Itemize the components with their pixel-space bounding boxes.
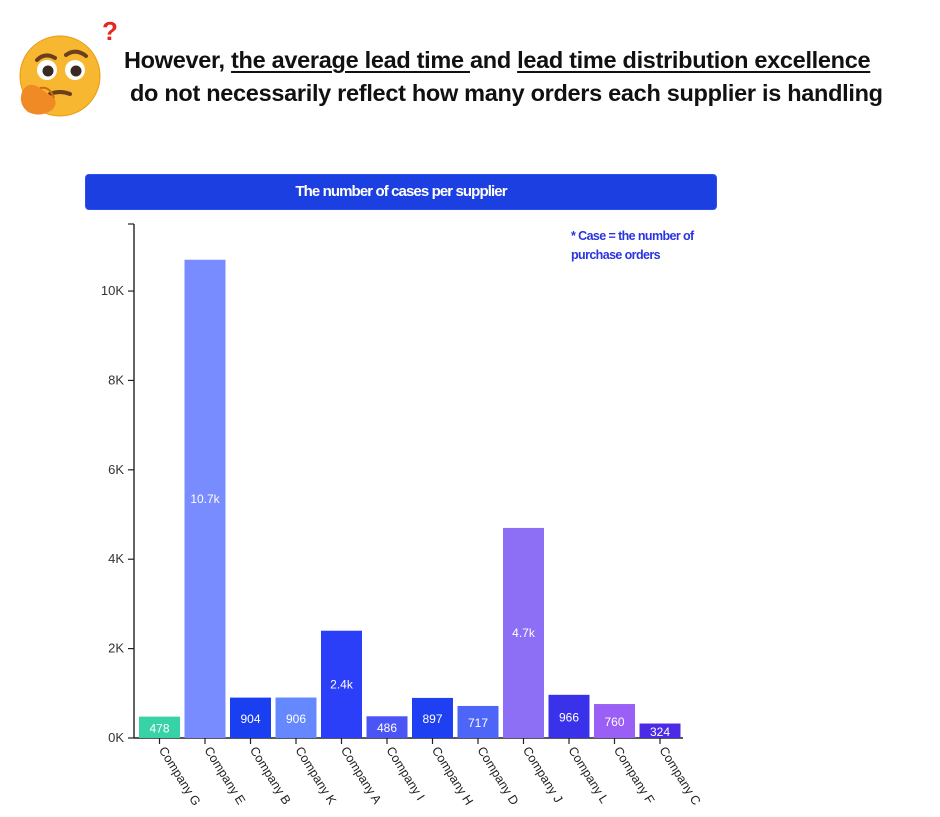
x-tick-label-company-l: Company L	[565, 744, 611, 806]
bar-company-l	[548, 694, 590, 738]
headline: However, the average lead time and lead …	[124, 44, 924, 110]
headline-connector: and	[470, 47, 518, 73]
y-tick-label: 10K	[101, 283, 124, 298]
bar-company-c	[639, 723, 681, 738]
x-tick-label-company-i: Company I	[383, 744, 427, 803]
bar-company-k	[275, 697, 317, 738]
chart-title-banner: The number of cases per supplier	[85, 174, 717, 210]
bar-company-e	[184, 259, 226, 738]
bar-company-d	[457, 705, 499, 738]
x-tick-label-company-a: Company A	[338, 744, 384, 807]
headline-term-average-lead-time: the average lead time	[231, 47, 470, 73]
bar-company-a	[321, 630, 362, 738]
data-label-company-i: 486	[377, 721, 397, 735]
thinking-face-icon: ?	[19, 16, 118, 117]
x-tick-label-company-b: Company B	[247, 744, 293, 807]
y-tick-label: 6K	[108, 462, 124, 477]
y-tick-label: 2K	[108, 641, 124, 656]
data-label-company-c: 324	[650, 725, 670, 739]
data-label-company-k: 906	[286, 712, 306, 726]
x-tick-label-company-k: Company K	[292, 744, 339, 807]
data-label-company-e: 10.7k	[190, 492, 220, 506]
y-tick-label: 4K	[108, 551, 124, 566]
question-mark: ?	[102, 16, 118, 46]
x-tick-label-company-f: Company F	[611, 744, 657, 807]
data-label-company-h: 897	[422, 712, 442, 726]
headline-term-distribution-excellence: lead time distribution excellence	[517, 47, 871, 73]
bar-company-g	[139, 716, 180, 738]
data-label-company-j: 4.7k	[512, 626, 536, 640]
x-tick-label-company-e: Company E	[201, 744, 247, 807]
bar-company-j	[503, 527, 544, 738]
data-label-company-f: 760	[604, 715, 624, 729]
bar-company-h	[412, 697, 453, 738]
bar-company-i	[366, 716, 408, 738]
data-label-company-d: 717	[468, 716, 488, 730]
bar-company-b	[230, 697, 271, 738]
y-tick-label: 0K	[108, 730, 124, 745]
data-label-company-l: 966	[559, 710, 579, 724]
headline-line2: do not necessarily reflect how many orde…	[130, 80, 883, 106]
x-tick-label-company-d: Company D	[474, 744, 521, 807]
footnote-line: * Case = the number of	[571, 229, 695, 243]
x-tick-label-company-j: Company J	[520, 744, 565, 805]
x-tick-label-company-g: Company G	[156, 744, 203, 808]
x-tick-label-company-c: Company C	[656, 744, 703, 807]
data-label-company-b: 904	[240, 712, 260, 726]
footnote-line: purchase orders	[571, 248, 661, 262]
bar-company-f	[594, 704, 635, 738]
data-label-company-a: 2.4k	[330, 677, 354, 691]
headline-prefix: However,	[124, 47, 232, 73]
data-label-company-g: 478	[149, 721, 169, 735]
y-tick-label: 8K	[108, 372, 124, 387]
x-tick-label-company-h: Company H	[429, 744, 476, 807]
